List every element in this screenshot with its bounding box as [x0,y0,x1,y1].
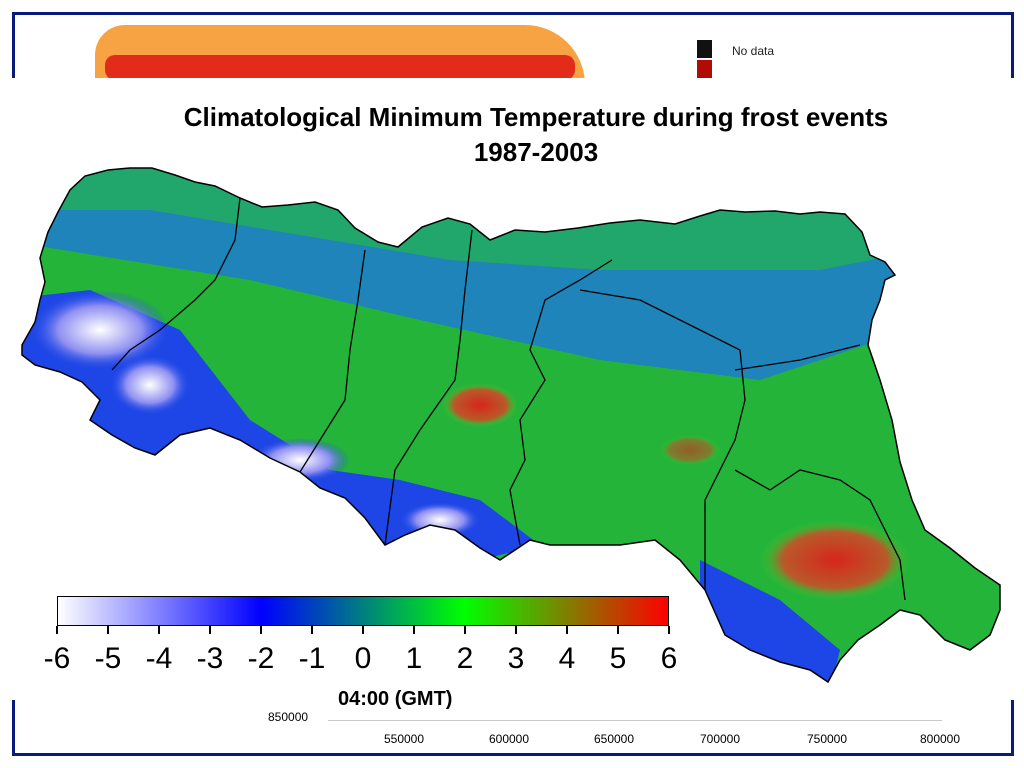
x-axis-label: 800000 [919,732,961,746]
province-border-7 [734,469,906,601]
map-title: Climatological Minimum Temperature durin… [183,102,889,167]
province-border-5 [579,289,746,590]
cold-peak-2 [110,355,190,415]
warm-zone-east [660,435,720,465]
cold-peak-west [30,290,170,370]
colorbar-tick [515,626,517,634]
colorbar-tick [617,626,619,634]
province-border-3 [384,229,473,546]
province-border-4 [509,259,613,546]
colorbar-tick-label: 5 [609,642,627,675]
colorbar-tick-label: 6 [660,642,678,675]
colorbar-tick [107,626,109,634]
colorbar-tick-label: -6 [43,642,71,675]
colorbar-tick-label: 1 [405,642,423,675]
province-border-2 [299,249,366,473]
colorbar-tick [311,626,313,634]
x-axis-label: 700000 [699,732,741,746]
cold-peak-3 [250,438,350,482]
province-border-6 [734,344,861,371]
colorbar-tick [158,626,160,634]
colorbar-tick [260,626,262,634]
colorbar-tick [362,626,364,634]
colorbar-tick [413,626,415,634]
warm-zone-central [442,383,518,427]
colorbar-tick [566,626,568,634]
colorbar-tick-label: -3 [196,642,224,675]
province-border-1 [111,197,241,371]
plot-axis-line [328,720,942,721]
warm-zone-southeast [760,520,910,600]
background-temperature-map [95,25,585,85]
map-fill [22,168,1000,682]
colorbar-tick-label: -4 [145,642,173,675]
colorbar [57,596,669,626]
x-axis-label: 750000 [806,732,848,746]
colorbar-tick [56,626,58,634]
x-axis-label: 650000 [593,732,635,746]
y-axis-label: 850000 [268,710,309,724]
colorbar-tick-label: -5 [94,642,122,675]
colorbar-tick-label: 0 [354,642,372,675]
colorbar-tick-label: 3 [507,642,525,675]
x-axis-label: 550000 [383,732,425,746]
colorbar-tick [209,626,211,634]
province-borders [111,197,906,601]
colorbar-tick-label: -1 [298,642,326,675]
no-data-swatch [697,40,712,58]
time-label: 04:00 (GMT) [338,688,453,710]
no-data-label: No data [732,44,775,58]
colorbar-tick [464,626,466,634]
x-axis-label: 600000 [488,732,530,746]
colorbar-tick-label: 2 [456,642,474,675]
southeast-cold-zone [700,560,840,682]
colorbar-tick-label: 4 [558,642,576,675]
colorbar-tick [668,626,670,634]
region-border [21,167,1001,684]
colorbar-tick-label: -2 [247,642,275,675]
high-swatch [697,60,712,78]
